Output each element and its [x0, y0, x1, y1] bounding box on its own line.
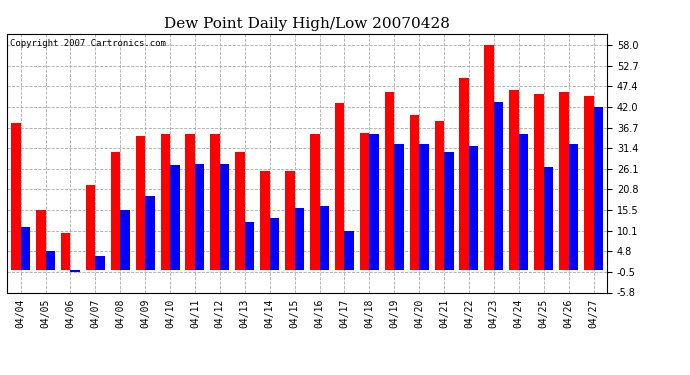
Bar — [245, 222, 254, 270]
Bar — [460, 78, 469, 270]
Bar — [569, 144, 578, 270]
Bar — [410, 115, 419, 270]
Bar — [235, 152, 245, 270]
Bar — [186, 135, 195, 270]
Bar — [170, 165, 179, 270]
Bar — [435, 121, 444, 270]
Bar — [419, 144, 428, 270]
Bar — [285, 171, 295, 270]
Bar — [593, 107, 603, 270]
Bar — [559, 92, 569, 270]
Bar — [369, 135, 379, 270]
Bar — [145, 196, 155, 270]
Bar — [95, 256, 105, 270]
Bar — [136, 136, 145, 270]
Title: Dew Point Daily High/Low 20070428: Dew Point Daily High/Low 20070428 — [164, 17, 450, 31]
Bar — [385, 92, 394, 270]
Bar — [270, 218, 279, 270]
Bar — [335, 104, 344, 270]
Bar — [161, 135, 170, 270]
Bar — [534, 94, 544, 270]
Bar — [46, 251, 55, 270]
Bar — [210, 135, 220, 270]
Bar — [394, 144, 404, 270]
Bar — [310, 135, 319, 270]
Bar — [36, 210, 46, 270]
Bar — [61, 233, 70, 270]
Bar — [469, 146, 478, 270]
Bar — [21, 227, 30, 270]
Bar — [509, 90, 519, 270]
Bar — [70, 270, 80, 272]
Bar — [260, 171, 270, 270]
Bar — [494, 102, 503, 270]
Bar — [319, 206, 329, 270]
Bar — [484, 45, 494, 270]
Bar — [11, 123, 21, 270]
Bar — [295, 208, 304, 270]
Text: Copyright 2007 Cartronics.com: Copyright 2007 Cartronics.com — [10, 39, 166, 48]
Bar — [519, 135, 529, 270]
Bar — [86, 185, 95, 270]
Bar — [111, 152, 120, 270]
Bar — [444, 152, 453, 270]
Bar — [195, 164, 204, 270]
Bar — [584, 96, 593, 270]
Bar — [544, 167, 553, 270]
Bar — [120, 210, 130, 270]
Bar — [344, 231, 354, 270]
Bar — [220, 164, 229, 270]
Bar — [360, 132, 369, 270]
